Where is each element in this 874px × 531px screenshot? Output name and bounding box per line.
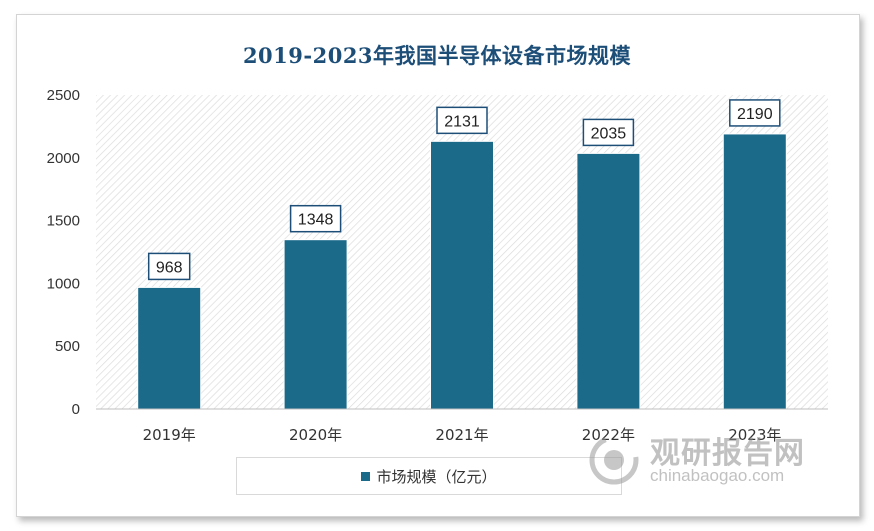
watermark-name-en: chinabaogao.com — [650, 466, 785, 485]
y-tick-label: 2000 — [47, 150, 80, 167]
data-label: 2131 — [444, 113, 480, 130]
x-tick-label: 2020年 — [289, 426, 342, 444]
watermark: 观研报告网 chinabaogao.com — [586, 428, 826, 494]
data-labels: 968 1348 2131 2035 2190 — [147, 99, 781, 281]
legend: 市场规模（亿元） — [236, 457, 622, 495]
x-tick-label: 2023年 — [728, 426, 781, 444]
data-label-box — [436, 106, 488, 135]
bar — [137, 286, 202, 410]
data-label-box — [147, 252, 191, 281]
x-axis-ticks: 2019年 2020年 2021年 2022年 2023年 — [143, 426, 782, 444]
y-tick-label: 0 — [72, 401, 80, 418]
x-tick-label: 2022年 — [582, 426, 635, 444]
legend-swatch — [361, 471, 371, 481]
bar — [576, 152, 641, 410]
bar — [283, 239, 348, 410]
y-tick-label: 500 — [55, 338, 80, 355]
data-label-box — [582, 118, 635, 147]
y-axis-ticks: 0 500 1000 1500 2000 2500 — [47, 87, 80, 418]
bar-series — [137, 133, 787, 410]
data-label-box — [729, 99, 781, 127]
legend-label: 市场规模（亿元） — [376, 467, 497, 486]
x-tick-label: 2021年 — [435, 426, 488, 444]
y-tick-label: 1500 — [47, 213, 80, 230]
data-label: 2035 — [591, 125, 627, 142]
watermark-logo-icon — [589, 435, 639, 485]
x-tick-label: 2019年 — [143, 426, 196, 444]
data-label-box — [289, 204, 342, 233]
y-tick-label: 1000 — [47, 275, 80, 292]
data-label: 968 — [156, 259, 183, 276]
data-label: 2190 — [737, 106, 773, 123]
chart-title: 2019-2023年我国半导体设备市场规模 — [242, 43, 632, 68]
bar — [430, 140, 494, 410]
bar — [722, 133, 787, 410]
y-tick-label: 2500 — [47, 87, 80, 104]
data-label: 1348 — [298, 212, 334, 229]
watermark-name-cn: 观研报告网 — [650, 436, 805, 471]
